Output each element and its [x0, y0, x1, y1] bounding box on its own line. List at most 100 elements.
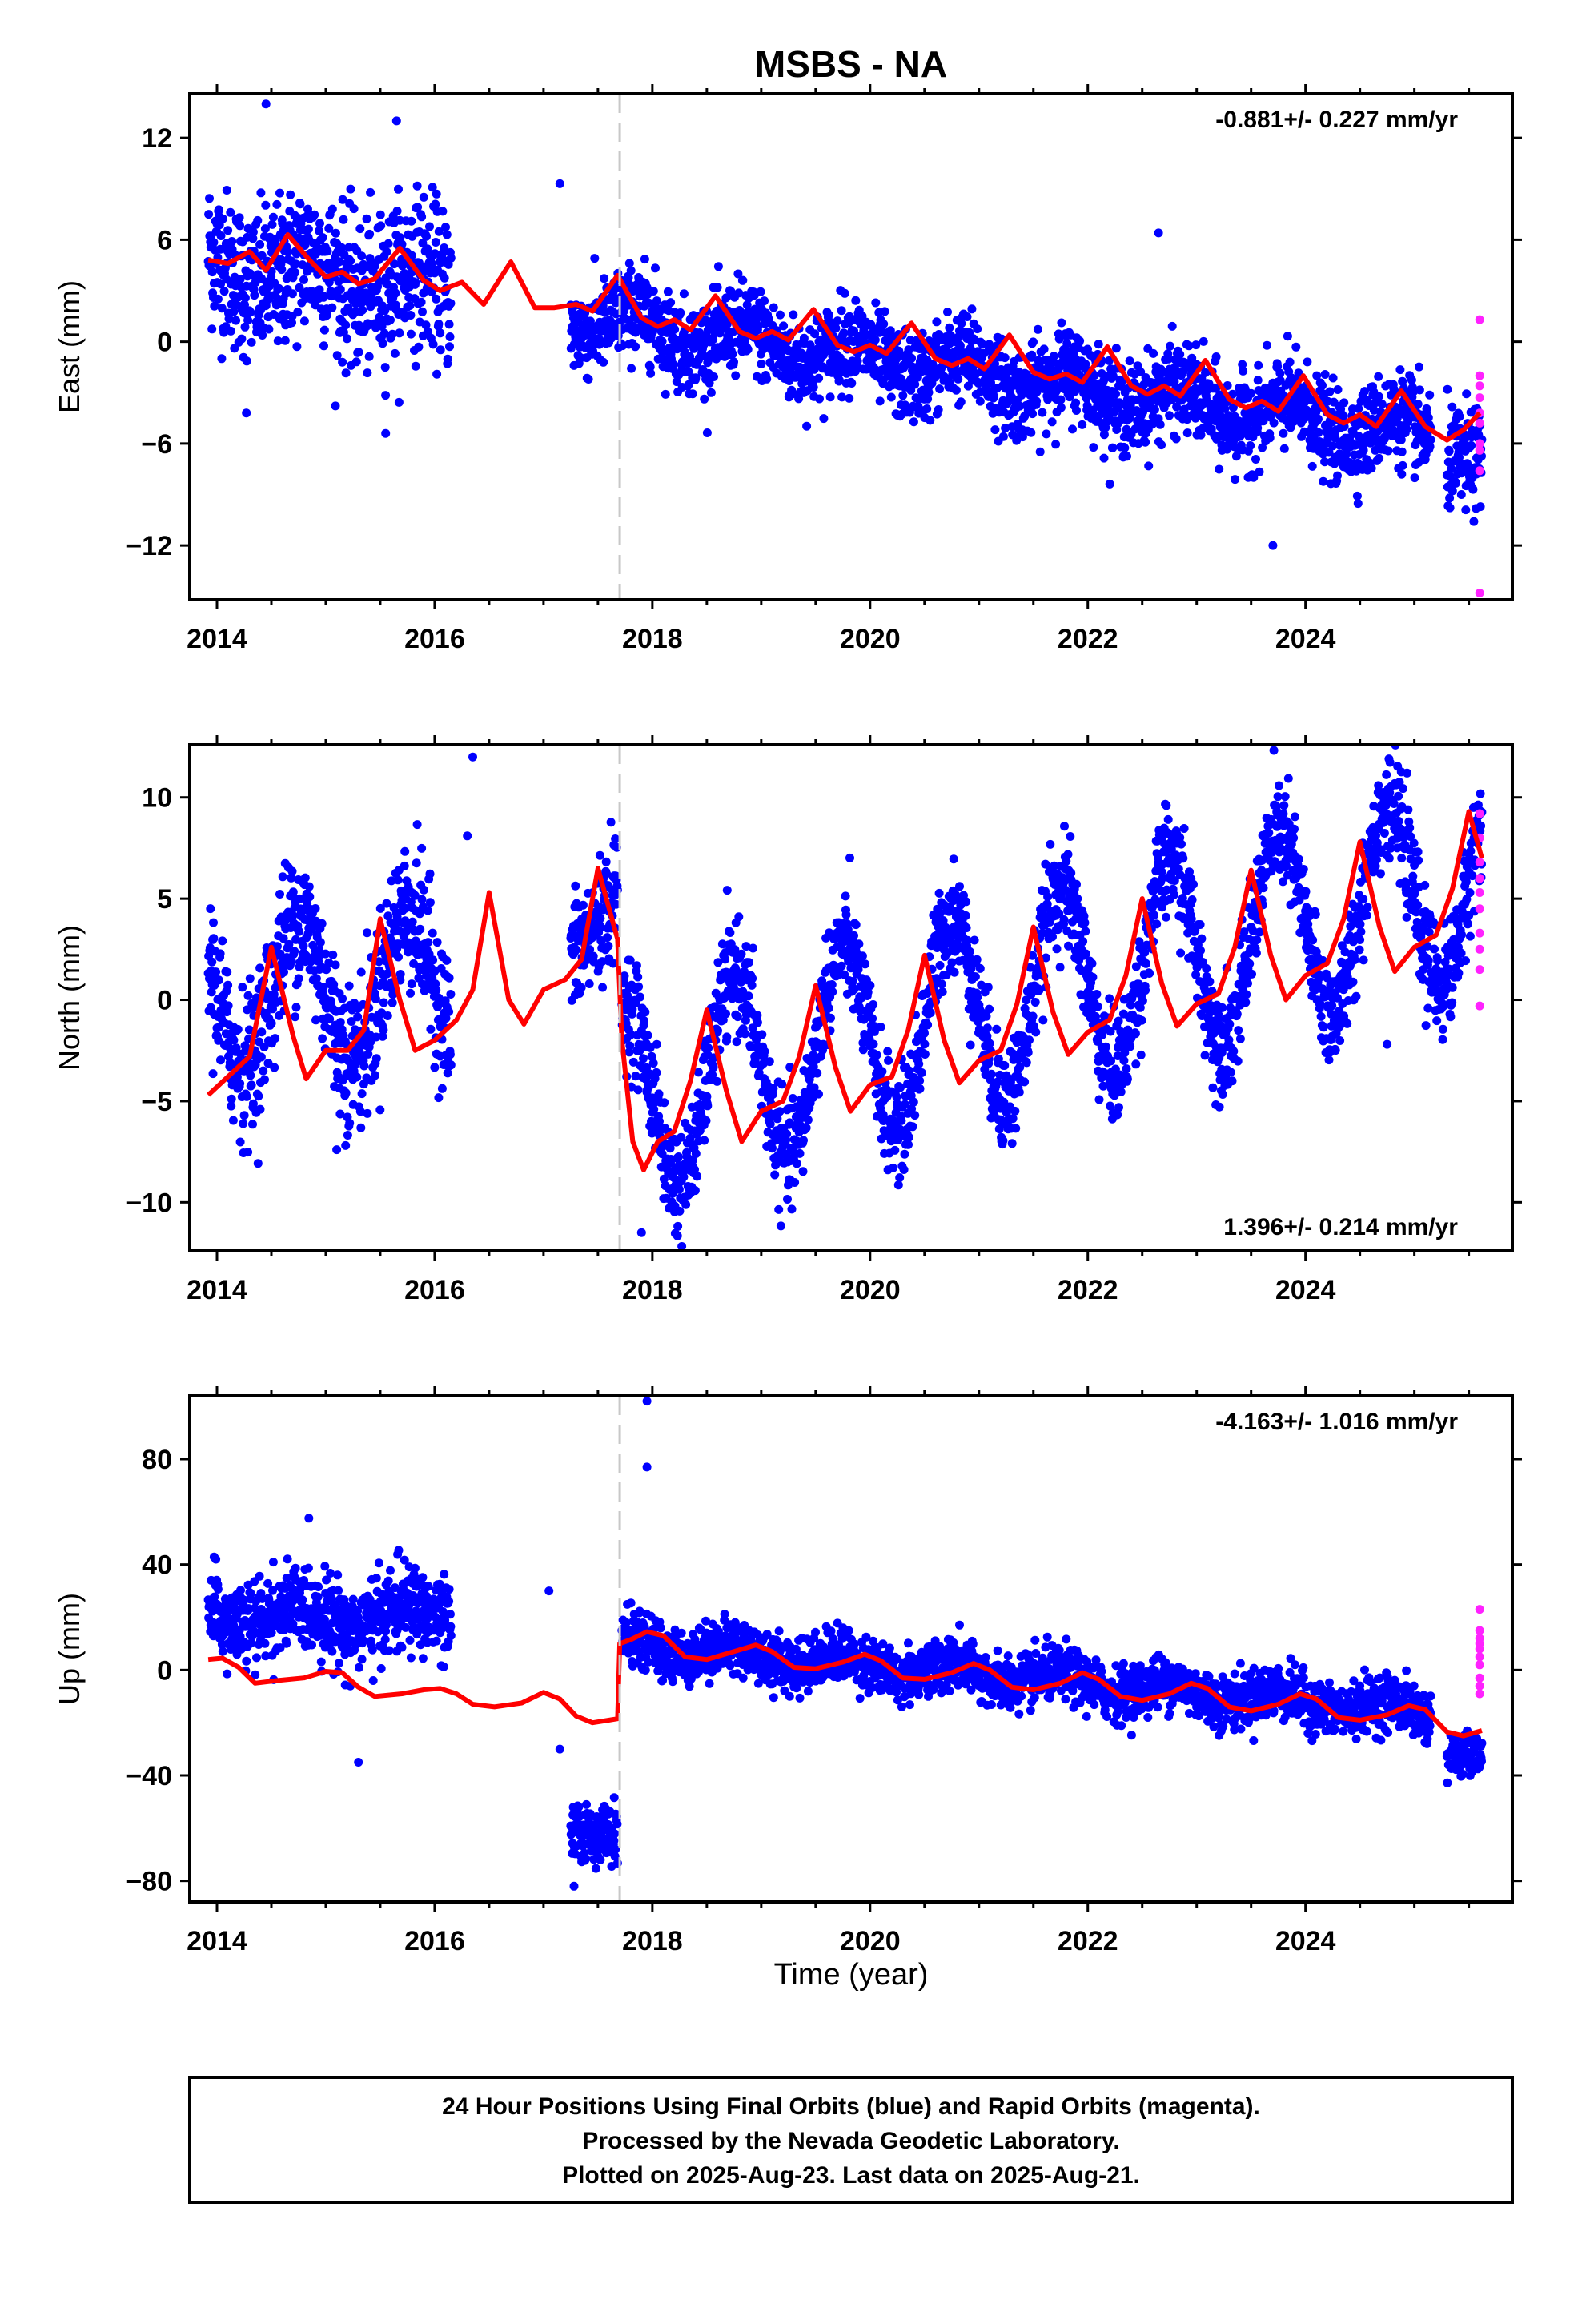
data-point — [790, 1178, 800, 1187]
data-point — [387, 876, 396, 886]
data-point — [274, 283, 283, 293]
data-point — [287, 873, 296, 883]
data-point — [1325, 387, 1335, 396]
data-point — [849, 931, 858, 940]
east-final-orbits-points — [203, 99, 1487, 550]
data-point — [345, 1118, 355, 1128]
data-point — [851, 920, 861, 930]
x-tick-label: 2014 — [187, 624, 247, 654]
data-point — [945, 339, 954, 348]
data-point — [713, 283, 722, 292]
data-point — [240, 300, 249, 310]
data-point — [299, 275, 308, 284]
data-point — [383, 239, 393, 248]
data-point — [639, 1054, 648, 1063]
data-point — [431, 199, 440, 209]
data-point — [600, 274, 609, 283]
data-point — [284, 939, 294, 949]
data-point — [428, 183, 437, 192]
data-point — [295, 894, 304, 903]
data-point — [351, 357, 361, 367]
data-point — [568, 931, 578, 940]
data-point — [401, 903, 411, 913]
data-point — [324, 223, 334, 233]
data-point — [748, 974, 757, 983]
data-point — [346, 256, 355, 266]
data-point — [690, 1186, 700, 1196]
data-point — [315, 938, 325, 947]
data-point — [227, 1101, 236, 1111]
data-point — [1001, 424, 1010, 433]
data-point — [223, 967, 232, 977]
data-point — [673, 1231, 682, 1240]
data-point — [865, 981, 875, 991]
data-point — [354, 348, 363, 357]
data-point — [1111, 389, 1120, 399]
data-point — [1467, 440, 1476, 450]
data-point — [363, 1049, 373, 1059]
data-point — [1425, 442, 1435, 452]
data-point — [257, 1027, 267, 1037]
data-point — [1445, 493, 1455, 503]
data-point — [1201, 368, 1210, 377]
data-point — [240, 293, 250, 303]
data-point — [895, 1173, 905, 1183]
data-point — [246, 308, 255, 317]
data-point — [1211, 352, 1221, 361]
data-point — [810, 329, 820, 339]
data-point — [691, 1149, 701, 1158]
data-point — [649, 1104, 659, 1114]
data-point — [757, 360, 766, 368]
data-point — [1105, 479, 1114, 489]
data-point — [769, 303, 778, 312]
data-point — [237, 334, 247, 344]
data-point — [1469, 517, 1479, 526]
data-point — [1247, 388, 1256, 398]
y-tick-label: −12 — [126, 531, 172, 561]
data-point — [756, 287, 765, 296]
data-point — [732, 1037, 741, 1047]
data-point — [871, 298, 881, 308]
data-point — [1165, 411, 1174, 420]
rapid-orbit-point — [1475, 445, 1484, 455]
rapid-orbit-point — [1475, 315, 1484, 324]
data-point — [1238, 360, 1247, 369]
data-point — [293, 308, 303, 317]
data-point — [713, 1076, 722, 1086]
data-point — [331, 960, 340, 970]
data-point — [358, 305, 367, 315]
data-point — [204, 210, 214, 219]
data-point — [826, 1013, 835, 1023]
data-point — [1367, 464, 1376, 473]
data-point — [1318, 380, 1327, 390]
data-point — [713, 262, 723, 271]
data-point — [890, 1145, 900, 1155]
data-point — [376, 221, 386, 231]
data-point — [831, 324, 841, 333]
data-point — [647, 1051, 656, 1061]
data-point — [283, 247, 292, 257]
data-point — [709, 1063, 718, 1072]
data-point — [395, 328, 404, 338]
data-point — [363, 928, 371, 938]
data-point — [652, 1039, 661, 1049]
data-point — [375, 210, 385, 219]
data-point — [416, 924, 425, 934]
data-point — [748, 1023, 757, 1033]
data-point — [676, 308, 685, 317]
data-point — [1057, 318, 1066, 328]
data-point — [612, 899, 620, 909]
data-point — [1410, 473, 1419, 483]
data-point — [901, 1100, 909, 1109]
data-point — [765, 1057, 774, 1067]
data-point — [210, 301, 219, 311]
data-point — [1397, 469, 1407, 479]
data-point — [932, 317, 942, 327]
data-point — [1383, 446, 1393, 456]
data-point — [311, 1015, 320, 1025]
data-point — [446, 299, 456, 308]
data-point — [794, 394, 804, 404]
data-point — [576, 983, 586, 992]
data-point — [255, 963, 265, 973]
data-point — [416, 297, 426, 307]
